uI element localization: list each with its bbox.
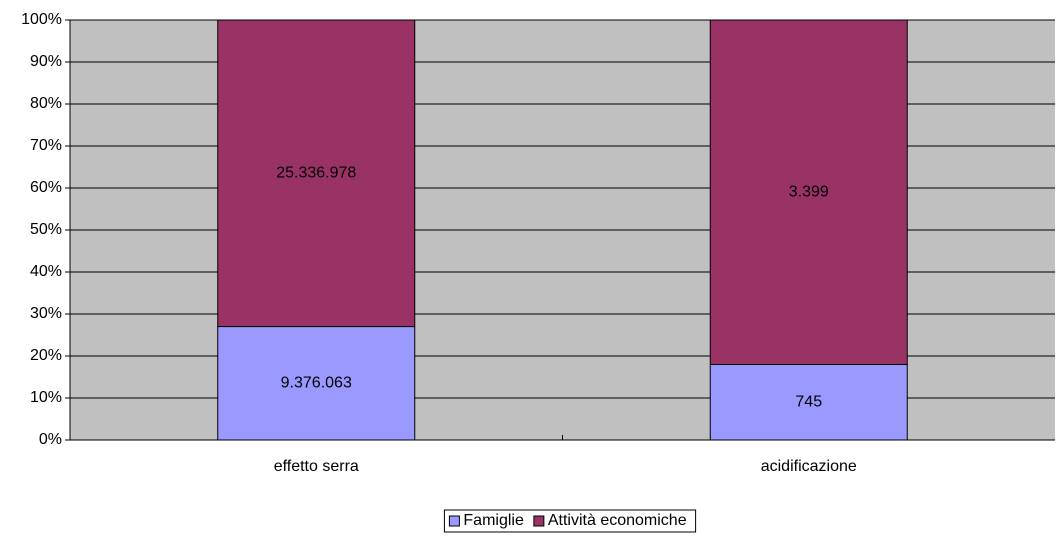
data-label: 25.336.978 — [276, 164, 356, 181]
legend-box — [443, 509, 697, 533]
y-tick-label: 20% — [30, 347, 62, 364]
x-tick-label: acidificazione — [761, 458, 857, 475]
legend-swatch — [448, 515, 460, 527]
y-tick-label: 80% — [30, 95, 62, 112]
y-tick-label: 10% — [30, 389, 62, 406]
y-tick-label: 100% — [21, 11, 62, 28]
bar-segment — [217, 19, 416, 328]
legend-swatch — [533, 515, 545, 527]
data-label: 3.399 — [789, 183, 829, 200]
bar-segment — [217, 326, 416, 441]
data-label: 745 — [795, 393, 822, 410]
legend-label: Attività economiche — [548, 512, 687, 529]
y-tick-label: 60% — [30, 179, 62, 196]
bar-segment — [709, 363, 908, 441]
y-tick-label: 0% — [39, 431, 62, 448]
legend-label: Famiglie — [463, 512, 524, 529]
data-label: 9.376.063 — [281, 374, 352, 391]
y-tick-label: 50% — [30, 221, 62, 238]
y-tick-label: 40% — [30, 263, 62, 280]
x-tick-label: effetto serra — [274, 458, 359, 475]
y-tick-label: 90% — [30, 53, 62, 70]
y-tick-label: 70% — [30, 137, 62, 154]
bar-segment — [709, 19, 908, 365]
y-tick-label: 30% — [30, 305, 62, 322]
